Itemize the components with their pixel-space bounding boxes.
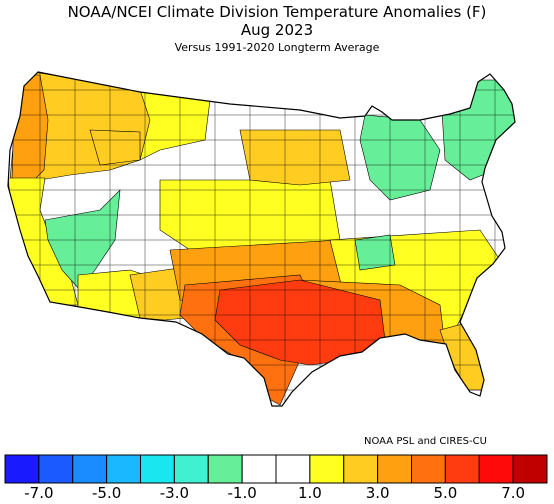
- color-scale-swatch: [207, 454, 243, 484]
- color-scale-swatch: [411, 454, 446, 484]
- color-scale-swatch: [72, 454, 108, 484]
- region-great-lakes: [359, 114, 441, 201]
- color-scale-tick-label: 7.0: [501, 484, 526, 502]
- region-florida: [439, 321, 491, 391]
- color-scale-swatch: [275, 454, 311, 484]
- map-title: NOAA/NCEI Climate Division Temperature A…: [67, 3, 487, 21]
- color-scale-swatch: [309, 454, 345, 484]
- color-scale-tick-label: 5.0: [433, 484, 458, 502]
- color-scale-tick-label: -3.0: [159, 484, 190, 502]
- color-scale-swatch: [512, 454, 548, 484]
- color-scale-swatch: [106, 454, 141, 484]
- us-temperature-anomaly-map: [7, 71, 516, 407]
- color-scale-bar: [4, 454, 548, 484]
- color-scale-swatch: [173, 454, 209, 484]
- map-period: Aug 2023: [240, 21, 314, 39]
- us-outline: [7, 71, 516, 407]
- color-scale-swatch: [4, 454, 40, 484]
- color-scale-tick-label: -1.0: [227, 484, 257, 502]
- color-scale-tick-label: 1.0: [297, 484, 322, 502]
- region-upper-midwest: [239, 129, 351, 186]
- credit-label: NOAA PSL and CIRES-CU: [364, 436, 487, 447]
- color-scale-swatch: [140, 454, 175, 484]
- climate-division-lines: [8, 72, 515, 406]
- color-scale-tick-label: 3.0: [365, 484, 390, 502]
- region-montana-warm: [89, 129, 141, 166]
- color-scale-tick-label: -5.0: [91, 484, 122, 502]
- color-scale-swatch: [444, 454, 480, 484]
- region-pnw-coast: [11, 74, 49, 181]
- color-scale-swatch: [478, 454, 514, 484]
- map-subtitle: Versus 1991-2020 Longterm Average: [174, 41, 380, 54]
- color-scale-swatch: [38, 454, 74, 484]
- color-scale-tick-label: -7.0: [24, 484, 54, 502]
- color-scale-swatch: [343, 454, 379, 484]
- color-scale-swatch: [241, 454, 277, 484]
- color-scale-swatch: [377, 454, 412, 484]
